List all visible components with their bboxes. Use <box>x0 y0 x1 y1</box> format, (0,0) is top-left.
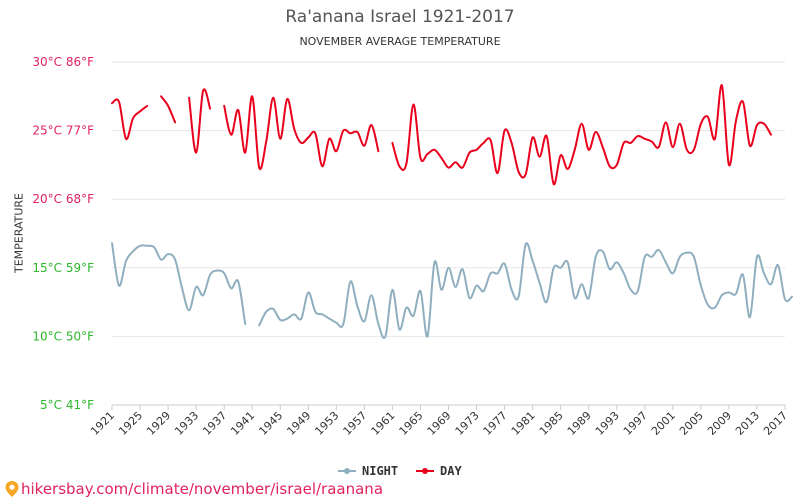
x-tick-label-1941: 1941 <box>228 409 257 438</box>
y-tick-fahrenheit: 50°F <box>66 329 94 343</box>
series-day-line-segment-0 <box>111 98 149 140</box>
x-tick-label-1977: 1977 <box>481 409 510 438</box>
y-tick-celsius: 30°C <box>32 55 65 69</box>
series-night-line-segment-0 <box>111 242 247 326</box>
y-tick-celsius: 10°C <box>32 329 65 343</box>
map-pin-icon <box>5 481 19 497</box>
legend-day-marker <box>416 468 434 474</box>
y-tick-fahrenheit: 86°F <box>66 55 94 69</box>
x-tick-label-2017: 2017 <box>761 409 790 438</box>
x-tick-label-2013: 2013 <box>733 409 762 438</box>
y-tick-celsius: 5°C <box>40 398 66 412</box>
x-tick-label-1933: 1933 <box>172 409 201 438</box>
x-tick-label-1953: 1953 <box>312 409 341 438</box>
y-tick-celsius: 20°C <box>32 192 65 206</box>
x-tick-label-1965: 1965 <box>397 409 426 438</box>
y-tick-fahrenheit: 41°F <box>66 398 94 412</box>
x-tick-label-2001: 2001 <box>649 409 678 438</box>
x-tick-label-2009: 2009 <box>705 409 734 438</box>
series-day <box>111 84 772 186</box>
source-link-text: hikersbay.com/climate/november/israel/ra… <box>21 480 384 498</box>
legend-night-marker <box>338 468 356 474</box>
x-tick-label-1981: 1981 <box>509 409 538 438</box>
y-tick-label-5: 5°C 41°F <box>40 398 94 412</box>
y-tick-label-25: 25°C 77°F <box>32 124 94 138</box>
x-tick-label-1937: 1937 <box>200 409 229 438</box>
y-tick-label-30: 30°C 86°F <box>32 55 94 69</box>
legend-day-label: DAY <box>440 464 462 478</box>
x-tick-label-1929: 1929 <box>144 409 173 438</box>
y-tick-label-15: 15°C 59°F <box>32 261 94 275</box>
x-tick-label-1989: 1989 <box>565 409 594 438</box>
x-tick-label-1985: 1985 <box>537 409 566 438</box>
y-tick-celsius: 25°C <box>32 124 65 138</box>
y-tick-fahrenheit: 59°F <box>66 261 94 275</box>
y-tick-fahrenheit: 68°F <box>66 192 94 206</box>
series-day-line-segment-1 <box>160 95 177 124</box>
x-tick-label-1961: 1961 <box>369 409 398 438</box>
series-day-line-segment-2 <box>188 88 212 154</box>
line-chart: 30°C 86°F 25°C 77°F 20°C 68°F 15°C 59°F 10°C… <box>32 55 793 438</box>
y-tick-label-10: 10°C 50°F <box>32 329 94 343</box>
chart-title: Ra'anana Israel 1921-2017 <box>285 7 515 27</box>
series-night <box>111 242 793 339</box>
x-tick-label-2005: 2005 <box>677 409 706 438</box>
source-link[interactable]: hikersbay.com/climate/november/israel/ra… <box>5 480 383 498</box>
y-tick-fahrenheit: 77°F <box>66 124 94 138</box>
x-tick-label-1949: 1949 <box>284 409 313 438</box>
x-tick-label-1925: 1925 <box>116 409 145 438</box>
chart-legend: NIGHT DAY <box>0 462 800 480</box>
series-day-line-segment-3 <box>223 95 380 171</box>
y-tick-celsius: 15°C <box>32 261 65 275</box>
series-night-line-segment-1 <box>258 242 793 339</box>
x-tick-label-1969: 1969 <box>425 409 454 438</box>
x-tick-label-1973: 1973 <box>453 409 482 438</box>
legend-night-label: NIGHT <box>362 464 399 478</box>
x-tick-label-1921: 1921 <box>88 409 117 438</box>
y-tick-label-20: 20°C 68°F <box>32 192 94 206</box>
x-tick-label-1993: 1993 <box>593 409 622 438</box>
x-tick-label-1945: 1945 <box>256 409 285 438</box>
x-tick-label-1957: 1957 <box>341 409 370 438</box>
legend-item-day[interactable]: DAY <box>416 462 462 480</box>
x-tick-label-1997: 1997 <box>621 409 650 438</box>
series-day-line-segment-4 <box>391 84 772 186</box>
legend-item-night[interactable]: NIGHT <box>338 462 398 480</box>
chart-subtitle: NOVEMBER AVERAGE TEMPERATURE <box>299 35 501 48</box>
